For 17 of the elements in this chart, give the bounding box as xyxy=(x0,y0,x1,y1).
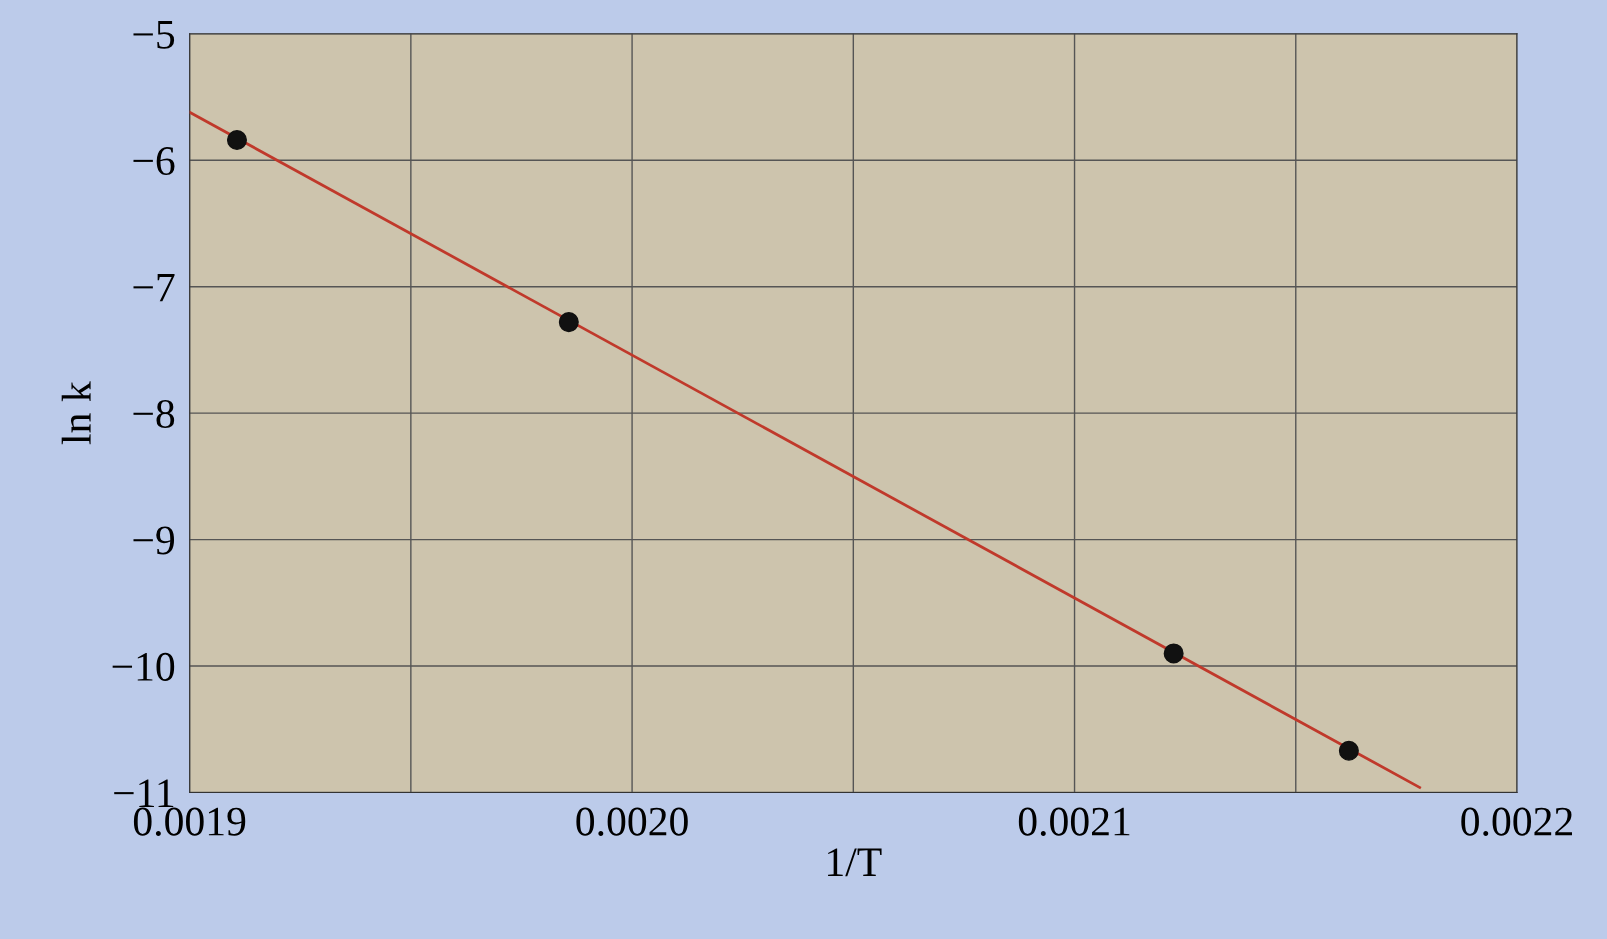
point xyxy=(226,130,247,151)
x-tick-label: 0.0019 xyxy=(133,807,246,836)
y-tick-label: −11 xyxy=(114,779,174,807)
point xyxy=(1338,740,1359,761)
x-tick-label: 0.0022 xyxy=(1461,807,1572,836)
y-tick-label: −5 xyxy=(133,20,175,49)
x-tick-label: 0.0021 xyxy=(1018,807,1130,836)
y-tick-label: −10 xyxy=(112,652,175,681)
x-tick-label: 0.0020 xyxy=(576,807,688,836)
y-tick-label: −7 xyxy=(133,273,175,302)
y-tick-label: −9 xyxy=(133,526,175,555)
point xyxy=(1163,643,1184,664)
y-tick-label: −6 xyxy=(133,147,175,176)
x-axis-title: 1/T xyxy=(828,848,882,877)
y-tick-label: −8 xyxy=(133,399,175,429)
y-axis-title: ln k xyxy=(61,381,91,445)
point xyxy=(558,312,579,333)
